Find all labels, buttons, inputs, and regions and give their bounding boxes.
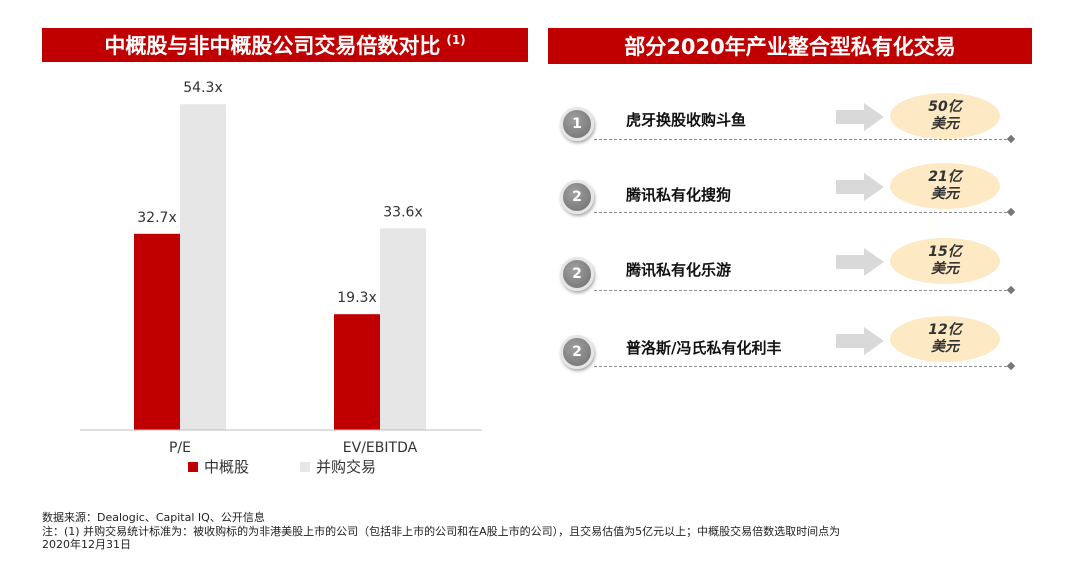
right-panel-title: 部分2020年产业整合型私有化交易 [624,35,956,59]
dashed-divider [594,290,1012,291]
right-panel-title-banner: 部分2020年产业整合型私有化交易 [548,28,1032,64]
deal-value-oval: 15亿 美元 [890,238,1000,284]
deal-value-unit: 美元 [931,339,959,355]
deal-name: 腾讯私有化搜狗 [626,186,732,204]
deal-number-badge: 2 [560,257,594,291]
bar-data-label: 33.6x [383,204,422,220]
legend-label: 并购交易 [316,458,376,476]
deal-value-amount: 15亿 [928,244,962,260]
legend-swatch [188,462,198,472]
deal-value-unit: 美元 [931,186,959,202]
bar-data-label: 54.3x [183,80,222,96]
legend-label: 中概股 [204,458,249,476]
dashed-divider [594,366,1012,367]
dashed-divider [594,139,1012,140]
right-arrow-icon [836,173,884,201]
footer-note-line-2: 2020年12月31日 [42,538,131,551]
bar-data-label: 19.3x [337,290,376,306]
right-arrow-icon [836,103,884,131]
deal-name: 普洛斯/冯氏私有化利丰 [626,339,782,357]
deal-row-1: 1 虎牙换股收购斗鱼 50亿 美元 [560,92,1020,152]
deal-value-oval: 50亿 美元 [890,93,1000,139]
deal-value-amount: 50亿 [928,99,962,115]
deal-value-unit: 美元 [931,116,959,132]
footer-note-line-1: 注：(1) 并购交易统计标准为：被收购标的为非港美股上市的公司（包括非上市的公司… [42,525,841,538]
footer-source: 数据来源：Dealogic、Capital IQ、公开信息 [42,511,265,524]
legend-swatch [300,462,310,472]
right-arrow-icon [836,248,884,276]
deal-value-oval: 21亿 美元 [890,163,1000,209]
deal-value-unit: 美元 [931,261,959,277]
deal-value-amount: 21亿 [928,169,962,185]
divider-end-diamond [1006,134,1016,144]
bar-china-concept-ev-ebitda [334,314,380,430]
deal-row-3: 2 腾讯私有化乐游 15亿 美元 [560,237,1020,297]
left-panel-title: 中概股与非中概股公司交易倍数对比 [104,34,441,58]
deal-row-2: 2 腾讯私有化搜狗 21亿 美元 [560,162,1020,222]
bar-mna-pe [180,104,226,430]
x-tick-label: EV/EBITDA [343,440,418,456]
deal-number-badge: 2 [560,335,594,369]
deal-name: 腾讯私有化乐游 [626,261,732,279]
dashed-divider [594,212,1012,213]
left-panel-title-banner: 中概股与非中概股公司交易倍数对比 (1) [42,28,528,62]
deal-row-4: 2 普洛斯/冯氏私有化利丰 12亿 美元 [560,315,1020,375]
divider-end-diamond [1006,285,1016,295]
bar-data-label: 32.7x [137,210,176,226]
deal-number-badge: 2 [560,180,594,214]
deal-value-oval: 12亿 美元 [890,316,1000,362]
divider-end-diamond [1006,207,1016,217]
deal-name: 虎牙换股收购斗鱼 [626,111,747,129]
bar-mna-ev-ebitda [380,228,426,430]
deal-value-amount: 12亿 [928,322,962,338]
x-tick-label: P/E [169,440,191,456]
bar-china-concept-pe [134,233,180,430]
right-arrow-icon [836,327,884,355]
divider-end-diamond [1006,361,1016,371]
left-panel-title-note: (1) [446,33,466,47]
deal-number-badge: 1 [560,107,594,141]
multiples-bar-chart: 32.7x 54.3x P/E 19.3x 33.6x EV/EBITDA 中概股 并购交易 [80,80,482,476]
